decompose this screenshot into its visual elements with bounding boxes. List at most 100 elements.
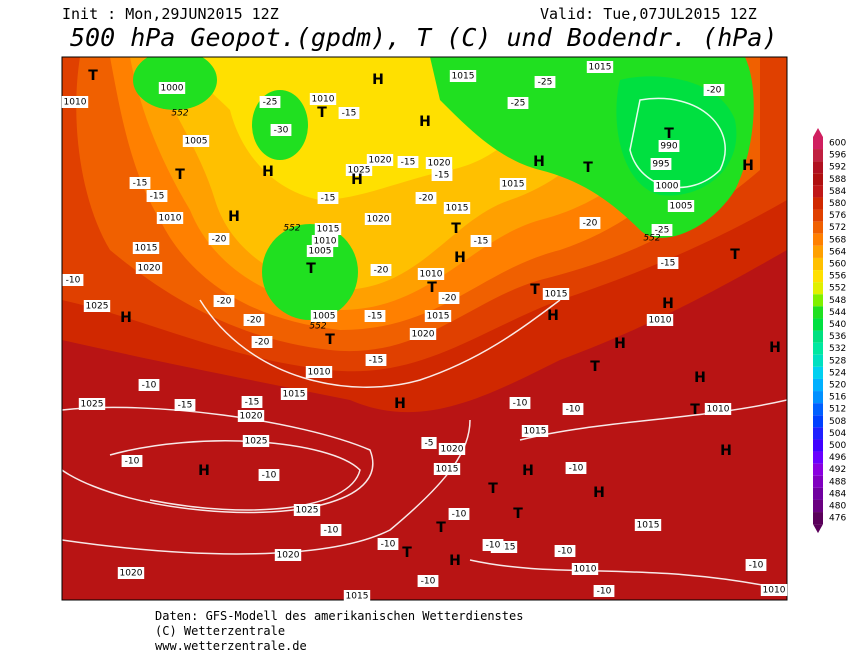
pressure-center: H — [720, 443, 732, 459]
pressure-center: H — [454, 250, 466, 266]
temperature-label-box — [129, 177, 151, 189]
temperature-label-box — [448, 508, 470, 520]
pressure-label: 1010 — [64, 98, 87, 108]
footer-line: (C) Wetterzentrale — [155, 624, 285, 638]
colorbar-label: 564 — [829, 247, 846, 257]
height-label: 552 — [643, 234, 660, 244]
pressure-label-box — [499, 178, 527, 190]
temperature-label-box — [745, 559, 767, 571]
colorbar-label: 584 — [829, 187, 846, 197]
pressure-center: T — [306, 261, 316, 277]
pressure-label: 1005 — [313, 312, 336, 322]
colorbar-label: 508 — [829, 417, 846, 427]
colorbar-label: 492 — [829, 465, 846, 475]
temperature-label-box — [364, 310, 386, 322]
temperature-label-box — [317, 192, 339, 204]
map-title: 500 hPa Geopot.(gpdm), T (C) und Bodendr… — [70, 23, 777, 52]
pressure-label-box — [117, 567, 145, 579]
pressure-label-box — [343, 590, 371, 602]
pressure-center: H — [228, 209, 240, 225]
pressure-label: 1020 — [277, 551, 300, 561]
colorbar-swatch — [813, 161, 823, 174]
temperature-label-box — [507, 97, 529, 109]
pressure-label: 995 — [652, 160, 669, 170]
temperature-label: -15 — [321, 194, 336, 204]
pressure-label: 1010 — [707, 405, 730, 415]
pressure-label: 1015 — [493, 543, 516, 553]
colorbar-swatch — [813, 306, 823, 319]
temperature-label-box — [241, 396, 263, 408]
temperature-label: -10 — [324, 526, 339, 536]
colorbar-label: 600 — [829, 139, 846, 149]
temperature-label: -15 — [661, 259, 676, 269]
colorbar-label: 496 — [829, 453, 846, 463]
pressure-label: 1010 — [159, 214, 182, 224]
colorbar-swatch — [813, 185, 823, 198]
temperature-label-box — [338, 107, 360, 119]
pressure-center: H — [593, 485, 605, 501]
temperature-label-box — [554, 545, 576, 557]
pressure-label: 1020 — [120, 569, 143, 579]
pressure-label-box — [237, 410, 265, 422]
pressure-label: 1015 — [589, 63, 612, 73]
colorbar-label: 576 — [829, 211, 846, 221]
colorbar-label: 516 — [829, 393, 846, 403]
colorbar-label: 568 — [829, 235, 846, 245]
temperature-label: -10 — [486, 541, 501, 551]
temperature-label: -20 — [212, 235, 227, 245]
pressure-label-box — [158, 82, 186, 94]
pressure-label: 1000 — [656, 182, 679, 192]
temperature-label-box — [377, 538, 399, 550]
pressure-label-box — [182, 135, 210, 147]
temperature-label: -10 — [66, 276, 81, 286]
temperature-label: -15 — [342, 109, 357, 119]
pressure-center: H — [449, 553, 461, 569]
temperature-label-box — [121, 455, 143, 467]
colorbar-swatch — [813, 245, 823, 258]
pressure-label: 1020 — [428, 159, 451, 169]
temperature-label-box — [208, 233, 230, 245]
temperature-label-box — [270, 124, 292, 136]
pressure-label-box — [443, 202, 471, 214]
temperature-label: -10 — [597, 587, 612, 597]
pressure-label: 1015 — [637, 521, 660, 531]
temperature-label-box — [579, 217, 601, 229]
colorbar-label: 580 — [829, 199, 846, 209]
pressure-label: 1005 — [670, 202, 693, 212]
colorbar-swatch — [813, 221, 823, 234]
temperature-label-box — [438, 292, 460, 304]
map-frame — [61, 56, 788, 601]
colorbar-swatch — [813, 149, 823, 162]
pressure-label-box — [345, 164, 373, 176]
pressure-label: 1010 — [314, 237, 337, 247]
pressure-center: T — [317, 105, 327, 121]
pressure-label: 1010 — [763, 586, 786, 596]
colorbar-swatch — [813, 451, 823, 464]
pressure-label-box — [274, 549, 302, 561]
pressure-label: 1010 — [308, 368, 331, 378]
temperature-label: -10 — [381, 540, 396, 550]
temperature-label: -10 — [262, 471, 277, 481]
pressure-center: H — [522, 463, 534, 479]
temperature-label: -20 — [442, 294, 457, 304]
colorbar-bottom-cap — [813, 524, 823, 534]
colorbar-swatch — [813, 282, 823, 295]
temperature-label: -15 — [178, 401, 193, 411]
colorbar-label: 592 — [829, 163, 846, 173]
temperature-label-box — [657, 257, 679, 269]
temperature-label: -15 — [245, 398, 260, 408]
init-time: Init : Mon,29JUN2015 12Z — [62, 5, 279, 23]
colorbar-label: 480 — [829, 502, 846, 512]
pressure-label-box — [242, 435, 270, 447]
temperature-label: -10 — [142, 381, 157, 391]
pressure-label-box — [310, 310, 338, 322]
pressure-center: H — [120, 310, 132, 326]
pressure-label-box — [449, 70, 477, 82]
colorbar-swatch — [813, 318, 823, 331]
temperature-label: -10 — [421, 577, 436, 587]
pressure-label: 1025 — [81, 400, 104, 410]
pressure-label: 1015 — [317, 225, 340, 235]
pressure-label: 1005 — [185, 137, 208, 147]
temperature-label: -20 — [247, 316, 262, 326]
pressure-center: H — [419, 114, 431, 130]
